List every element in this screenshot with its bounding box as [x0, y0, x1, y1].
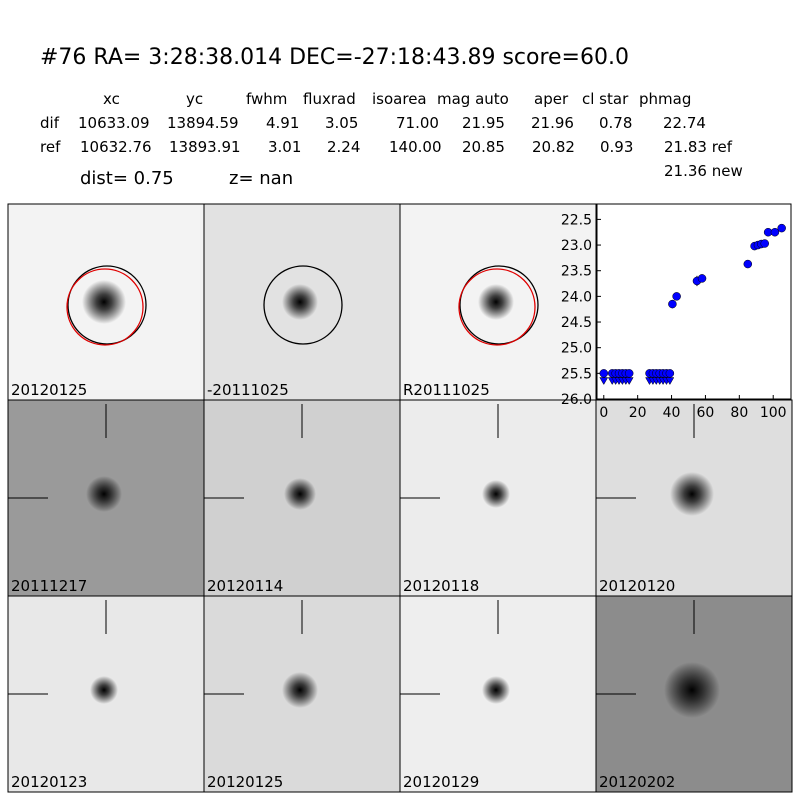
aperture: [459, 265, 539, 345]
table-cell: 13894.59: [167, 114, 239, 132]
point: [599, 369, 609, 378]
point: [760, 239, 769, 248]
limit-marker: [665, 377, 675, 386]
tile-label: -20111025: [207, 381, 289, 399]
column-header: cl star: [582, 90, 629, 108]
column-header: fluxrad: [303, 90, 356, 108]
tile-label: 20120125: [207, 773, 283, 791]
table-cell: 10632.76: [80, 138, 152, 156]
point: [770, 227, 780, 237]
source-blob: [82, 280, 126, 324]
y-tick-label: 23.5: [561, 264, 592, 280]
table-cell: 21.95: [462, 114, 505, 132]
dist: dist= 0.75: [80, 168, 174, 189]
column-header: aper: [534, 90, 569, 108]
x-tick-label: 80: [730, 405, 748, 421]
title: #76 RA= 3:28:38.014 DEC=-27:18:43.89 sco…: [40, 45, 629, 70]
source-blob: [86, 476, 122, 512]
source-blob: [282, 284, 318, 320]
table-cell: 4.91: [266, 114, 299, 132]
column-header: yc: [186, 90, 203, 108]
table-cell: 3.01: [268, 138, 301, 156]
tile-label: 20120125: [11, 381, 87, 399]
source-blob: [670, 472, 714, 516]
tile-label: 20120129: [403, 773, 479, 791]
x-tick-label: 100: [760, 405, 787, 421]
source-blob: [482, 676, 510, 704]
source-blob: [282, 672, 318, 708]
row-label: ref: [40, 138, 61, 156]
x-tick-label: 40: [663, 405, 681, 421]
table-cell: 21.83 ref: [664, 138, 733, 156]
aperture-ref: [458, 268, 536, 346]
extra-mag: 21.36 new: [664, 162, 743, 180]
point: [624, 369, 634, 378]
redshift: z= nan: [229, 168, 293, 189]
table-cell: 22.74: [663, 114, 706, 132]
table-cell: 2.24: [327, 138, 360, 156]
x-tick-label: 0: [599, 405, 608, 421]
y-tick-label: 22.5: [561, 212, 592, 228]
x-tick-label: 20: [629, 405, 647, 421]
table-cell: 10633.09: [78, 114, 150, 132]
point: [668, 299, 677, 309]
y-tick-label: 25.5: [561, 366, 592, 382]
source-blob: [90, 676, 118, 704]
limit-marker: [599, 377, 609, 386]
point: [697, 274, 707, 283]
table-cell: 140.00: [389, 138, 442, 156]
table-cell: 3.05: [325, 114, 358, 132]
y-tick-label: 24.5: [561, 315, 592, 331]
source-blob: [482, 480, 510, 508]
plot-area: [596, 203, 792, 400]
aperture-ref: [66, 268, 144, 346]
table-cell: 0.93: [600, 138, 633, 156]
table-cell: 21.96: [531, 114, 574, 132]
column-header: fwhm: [246, 90, 287, 108]
source-blob: [664, 662, 720, 718]
row-label: dif: [40, 114, 60, 132]
y-tick-label: 26.0: [561, 392, 592, 408]
table-cell: 13893.91: [169, 138, 241, 156]
tile-label: 20120114: [207, 577, 283, 595]
tile-label: 20120123: [11, 773, 87, 791]
column-header: phmag: [639, 90, 691, 108]
point: [743, 259, 753, 269]
tile-label: 20120118: [403, 577, 479, 595]
aperture: [263, 265, 343, 345]
tile-label: 20120120: [599, 577, 675, 595]
tile-label: R20111025: [403, 381, 490, 399]
x-tick-label: 60: [697, 405, 715, 421]
aperture: [67, 265, 147, 345]
y-tick-label: 23.0: [561, 238, 592, 254]
point: [665, 369, 675, 378]
source-blob: [478, 284, 514, 320]
point: [672, 292, 681, 301]
table-cell: 20.82: [532, 138, 575, 156]
column-header: isoarea: [372, 90, 427, 108]
y-tick-label: 24.0: [561, 289, 592, 305]
table-cell: 20.85: [462, 138, 505, 156]
table-cell: 0.78: [599, 114, 632, 132]
source-blob: [284, 478, 316, 510]
tile-label: 20120202: [599, 773, 675, 791]
column-header: mag auto: [437, 90, 509, 108]
limit-marker: [624, 377, 634, 386]
point: [777, 223, 786, 233]
tile-label: 20111217: [11, 577, 87, 595]
y-tick-label: 25.0: [561, 341, 592, 357]
column-header: xc: [103, 90, 120, 108]
table-cell: 71.00: [396, 114, 439, 132]
